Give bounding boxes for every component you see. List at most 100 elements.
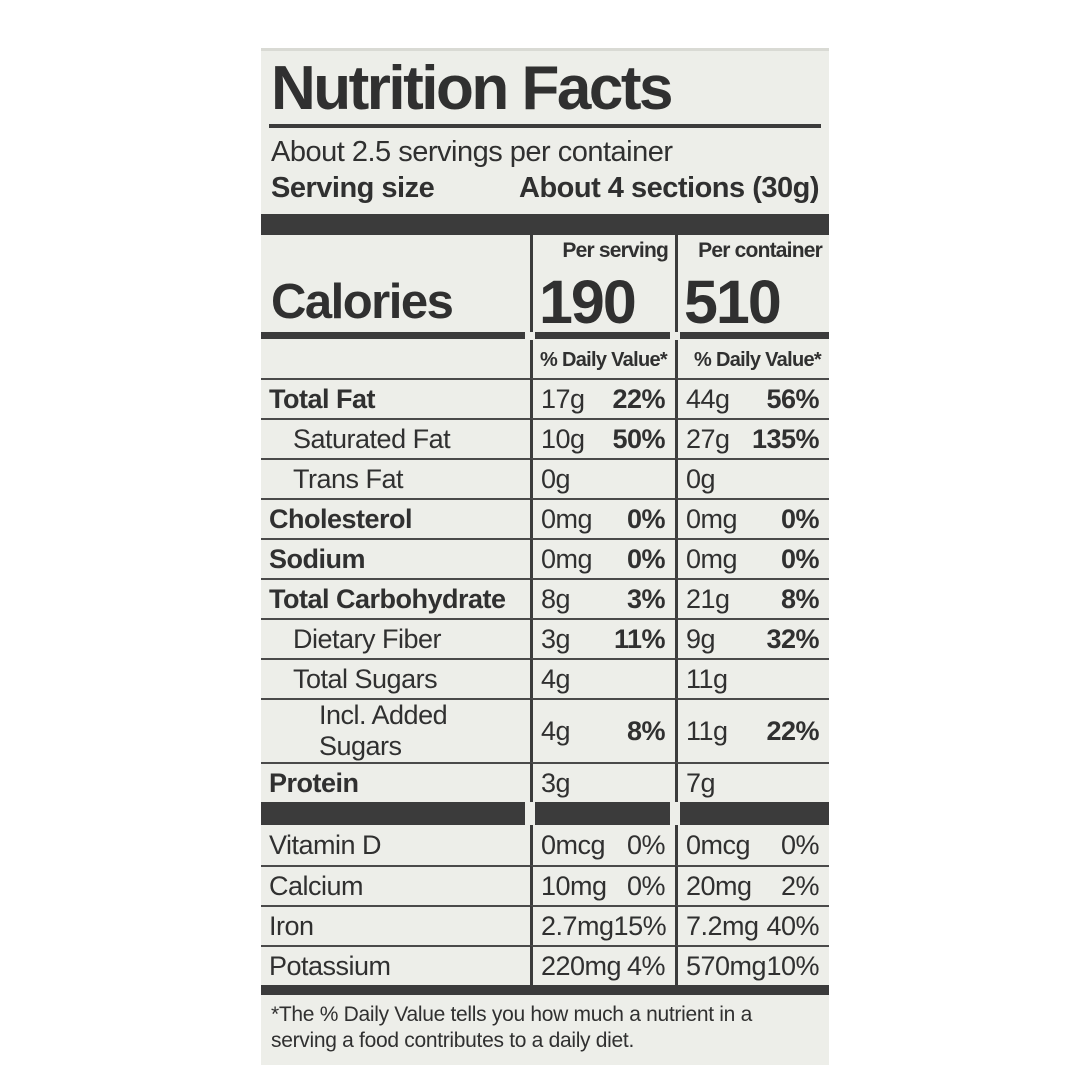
serving-amount: 3g — [541, 623, 571, 654]
serving-amount: 0g — [541, 463, 571, 494]
nutrient-name: Protein — [261, 762, 530, 802]
serving-dv: 3% — [626, 583, 666, 614]
serving-amount: 17g — [541, 383, 585, 414]
title-rule — [269, 124, 821, 129]
daily-value-header-serving: % Daily Value* — [530, 340, 675, 379]
calories-per-serving-value: 190 — [539, 268, 637, 337]
nutrient-row-saturated-fat: Saturated Fat 10g 50% 27g 135% — [261, 418, 829, 459]
daily-value-header-row: % Daily Value* % Daily Value* — [261, 340, 829, 379]
container-amount: 11g — [686, 715, 728, 746]
bottom-separator-bar — [261, 985, 829, 996]
serving-dv: 0% — [626, 870, 666, 901]
serving-dv: 50% — [612, 423, 665, 454]
serving-amount: 0mg — [541, 543, 593, 574]
container-dv: 2% — [780, 870, 820, 901]
serving-size-label: Serving size — [271, 172, 435, 205]
nutrient-row-sodium: Sodium 0mg 0% 0mg 0% — [261, 538, 829, 579]
nutrient-name: Incl. Added Sugars — [261, 698, 530, 762]
container-dv: 56% — [766, 383, 819, 414]
container-amount: 21g — [686, 583, 730, 614]
serving-amount: 0mcg — [541, 829, 606, 860]
nutrient-row-total-carbohydrate: Total Carbohydrate 8g 3% 21g 8% — [261, 578, 829, 619]
servings-per-container: About 2.5 servings per container — [271, 136, 673, 169]
serving-dv: 8% — [626, 715, 666, 746]
serving-amount: 4g — [541, 663, 571, 694]
calories-per-serving-cell: Per serving 190 — [530, 235, 675, 337]
container-amount: 7.2mg — [686, 910, 759, 941]
serving-dv: 15% — [613, 910, 667, 941]
micronutrient-row-vitamin-d: Vitamin D 0mcg 0% 0mcg 0% — [261, 825, 829, 866]
container-dv: 22% — [766, 715, 819, 746]
nutrient-name: Sodium — [261, 538, 530, 578]
container-amount: 7g — [686, 767, 716, 798]
serving-amount: 10mg — [541, 870, 607, 901]
serving-dv: 0% — [626, 829, 666, 860]
nutrient-name: Dietary Fiber — [261, 618, 530, 658]
serving-dv: 4% — [626, 950, 666, 981]
nutrient-name: Vitamin D — [269, 829, 382, 860]
nutrient-row-total-fat: Total Fat 17g 22% 44g 56% — [261, 378, 829, 419]
nutrient-name: Total Fat — [261, 378, 530, 418]
nutrient-name: Iron — [261, 905, 530, 945]
serving-amount: 220mg — [541, 950, 622, 981]
container-dv: 8% — [780, 583, 820, 614]
nutrient-name: Cholesterol — [261, 498, 530, 538]
container-dv: 40% — [766, 910, 819, 941]
nutrient-name: Saturated Fat — [261, 418, 530, 458]
per-serving-header: Per serving — [562, 239, 668, 263]
container-amount: 20mg — [686, 870, 752, 901]
serving-amount: 2.7mg — [541, 910, 614, 941]
serving-amount: 8g — [541, 583, 571, 614]
container-amount: 0mcg — [686, 829, 751, 860]
container-amount: 9g — [686, 623, 716, 654]
daily-value-header-container: % Daily Value* — [675, 340, 829, 379]
nutrient-row-dietary-fiber: Dietary Fiber 3g 11% 9g 32% — [261, 618, 829, 659]
container-amount: 0g — [686, 463, 716, 494]
container-amount: 44g — [686, 383, 730, 414]
per-container-header: Per container — [698, 239, 823, 263]
micronutrient-row-iron: Iron 2.7mg 15% 7.2mg 40% — [261, 905, 829, 946]
nutrient-row-total-sugars: Total Sugars 4g 11g — [261, 658, 829, 699]
nutrition-facts-label: Nutrition Facts About 2.5 servings per c… — [261, 48, 829, 1066]
top-separator-bar — [261, 214, 829, 236]
serving-dv: 11% — [613, 623, 666, 654]
serving-amount: 4g — [541, 715, 571, 746]
nutrient-row-protein: Protein 3g 7g — [261, 762, 829, 803]
container-dv: 0% — [780, 503, 820, 534]
container-dv: 0% — [780, 543, 820, 574]
serving-size-value: About 4 sections (30g) — [519, 172, 820, 205]
micronutrient-row-calcium: Calcium 10mg 0% 20mg 2% — [261, 865, 829, 906]
calories-separator-bar — [261, 332, 829, 340]
nutrient-name: Trans Fat — [261, 458, 530, 498]
container-amount: 27g — [686, 423, 730, 454]
container-dv: 0% — [780, 829, 820, 860]
micronutrient-separator-bar — [261, 802, 829, 826]
serving-dv: 0% — [626, 503, 666, 534]
serving-dv: 22% — [612, 383, 665, 414]
calories-per-container-cell: Per container 510 — [675, 235, 829, 337]
nutrient-row-cholesterol: Cholesterol 0mg 0% 0mg 0% — [261, 498, 829, 539]
nutrient-name: Potassium — [261, 945, 530, 985]
serving-dv: 0% — [626, 543, 666, 574]
container-amount: 0mg — [686, 503, 738, 534]
footnote-text: *The % Daily Value tells you how much a … — [271, 1003, 752, 1052]
container-dv: 10% — [766, 950, 819, 981]
nutrient-name: Total Sugars — [261, 658, 530, 698]
container-amount: 570mg — [686, 950, 767, 981]
container-amount: 0mg — [686, 543, 738, 574]
calories-label: Calories — [271, 275, 454, 330]
nutrient-name: Calcium — [261, 865, 530, 905]
serving-amount: 3g — [541, 767, 571, 798]
label-title: Nutrition Facts — [271, 54, 673, 123]
serving-size-row: Serving size About 4 sections (30g) — [261, 169, 829, 214]
nutrient-name: Total Carbohydrate — [261, 578, 530, 618]
micronutrient-row-potassium: Potassium 220mg 4% 570mg 10% — [261, 945, 829, 986]
container-dv: 135% — [751, 423, 820, 454]
serving-amount: 10g — [541, 423, 585, 454]
serving-amount: 0mg — [541, 503, 593, 534]
calories-row: Calories Per serving 190 Per container 5… — [261, 235, 829, 337]
nutrient-row-trans-fat: Trans Fat 0g 0g — [261, 458, 829, 499]
nutrient-row-added-sugars: Incl. Added Sugars 4g 8% 11g 22% — [261, 698, 829, 763]
calories-per-container-value: 510 — [684, 268, 782, 337]
